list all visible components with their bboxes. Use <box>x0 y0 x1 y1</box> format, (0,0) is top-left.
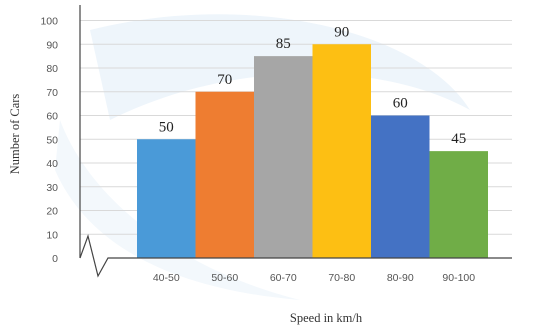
bar-value-labels: 50 70 85 90 60 45 <box>159 24 467 147</box>
bar-value-label: 60 <box>393 96 408 112</box>
x-tick-label: 70-80 <box>328 272 355 284</box>
y-tick-label: 50 <box>46 134 58 146</box>
x-axis-title: Speed in km/h <box>290 311 363 325</box>
x-axis-tick-labels: 40-50 50-60 60-70 70-80 80-90 90-100 <box>153 272 475 284</box>
y-tick-label: 20 <box>46 206 58 218</box>
bar-60-70 <box>254 56 313 258</box>
y-tick-label: 40 <box>46 158 58 170</box>
y-tick-label: 0 <box>52 253 58 265</box>
bar-50-60 <box>195 91 254 258</box>
bar-value-label: 90 <box>334 24 349 40</box>
y-tick-label: 90 <box>46 39 58 51</box>
y-axis-title: Number of Cars <box>8 94 22 175</box>
x-tick-label: 60-70 <box>270 272 297 284</box>
y-tick-label: 80 <box>46 63 58 75</box>
bar-40-50 <box>137 139 196 258</box>
y-axis-tick-labels: 0 10 20 30 40 50 60 70 80 90 100 <box>40 16 58 266</box>
y-tick-label: 30 <box>46 182 58 194</box>
bar-value-label: 50 <box>159 119 174 135</box>
bar-90-100 <box>429 151 488 258</box>
x-tick-label: 80-90 <box>387 272 414 284</box>
bar-value-label: 85 <box>276 36 291 52</box>
y-tick-label: 60 <box>46 111 58 123</box>
x-axis-line-with-break <box>79 233 512 278</box>
bar-value-label: 70 <box>217 72 232 88</box>
y-tick-label: 10 <box>46 229 58 241</box>
x-tick-label: 90-100 <box>442 272 475 284</box>
bar-80-90 <box>371 115 430 258</box>
y-tick-label: 100 <box>40 16 58 28</box>
x-tick-label: 40-50 <box>153 272 180 284</box>
bars <box>137 44 488 258</box>
x-tick-label: 50-60 <box>211 272 238 284</box>
bar-70-80 <box>312 44 371 258</box>
bar-value-label: 45 <box>451 131 466 147</box>
y-tick-label: 70 <box>46 87 58 99</box>
